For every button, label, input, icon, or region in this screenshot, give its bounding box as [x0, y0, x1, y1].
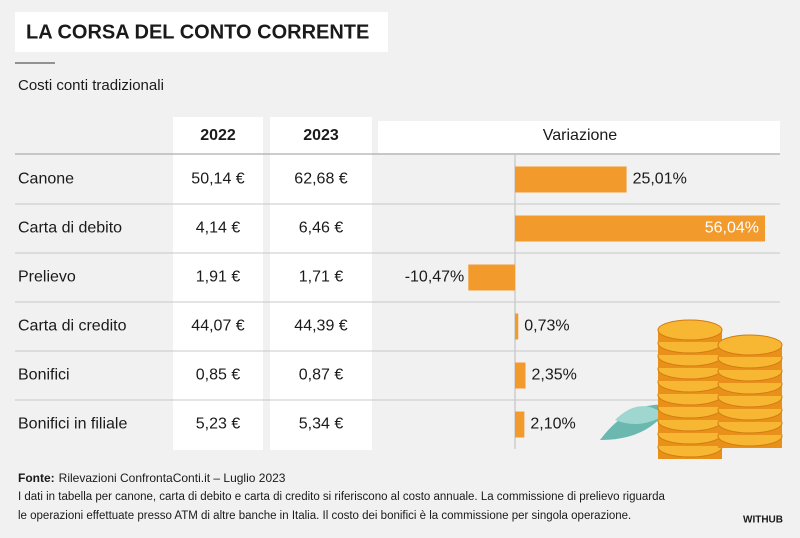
bar	[515, 166, 627, 193]
bar	[515, 313, 519, 340]
column-bg	[270, 117, 372, 450]
row-label: Carta di credito	[18, 318, 127, 335]
source: Fonte: Rilevazioni ConfrontaConti.it – Lu…	[18, 471, 286, 485]
credit: WITHUB	[743, 515, 783, 526]
coin	[717, 334, 783, 356]
column-header: 2023	[303, 127, 339, 144]
value-label: 56,04%	[705, 220, 759, 237]
table-cell: 1,71 €	[299, 269, 344, 286]
row-label: Bonifici in filiale	[18, 416, 127, 433]
table-cell: 50,14 €	[191, 171, 244, 188]
leaf	[615, 406, 665, 424]
coin	[657, 319, 723, 341]
table-cell: 1,91 €	[196, 269, 241, 286]
source-label: Fonte:	[18, 471, 55, 485]
rows: Canone 50,14 € 62,68 € 25,01% Carta di debit…	[15, 153, 780, 449]
table-cell: 5,34 €	[299, 416, 344, 433]
column-header: Variazione	[543, 127, 618, 144]
coins-illustration	[600, 319, 783, 459]
chart-title: LA CORSA DEL CONTO CORRENTE	[26, 21, 369, 43]
table-cell: 4,14 €	[196, 220, 241, 237]
bar	[515, 362, 526, 389]
row-label: Bonifici	[18, 367, 70, 384]
source-text: Rilevazioni ConfrontaConti.it – Luglio 2…	[59, 471, 286, 485]
table-cell: 0,85 €	[196, 367, 241, 384]
header-bg	[378, 121, 780, 153]
table-cell: 5,23 €	[196, 416, 241, 433]
value-label: 2,10%	[530, 416, 575, 433]
table-cell: 44,39 €	[294, 318, 347, 335]
row-label: Prelievo	[18, 269, 76, 286]
row-label: Carta di debito	[18, 220, 122, 237]
table-cell: 0,87 €	[299, 367, 344, 384]
coins	[657, 319, 783, 459]
value-label: -10,47%	[405, 269, 465, 286]
bar	[515, 411, 525, 438]
column-bg	[173, 117, 263, 450]
column-header: 2022	[200, 127, 236, 144]
note: le operazioni effettuate presso ATM di a…	[18, 510, 631, 522]
bar	[468, 264, 515, 291]
note: I dati in tabella per canone, carta di d…	[18, 491, 666, 503]
value-label: 2,35%	[531, 367, 576, 384]
bar	[515, 215, 765, 242]
value-label: 0,73%	[524, 318, 569, 335]
value-label: 25,01%	[633, 171, 687, 188]
title-box	[15, 12, 388, 52]
table-cell: 6,46 €	[299, 220, 344, 237]
subtitle: Costi conti tradizionali	[18, 77, 164, 94]
table-cell: 44,07 €	[191, 318, 244, 335]
row-label: Canone	[18, 171, 74, 188]
table-cell: 62,68 €	[294, 171, 347, 188]
